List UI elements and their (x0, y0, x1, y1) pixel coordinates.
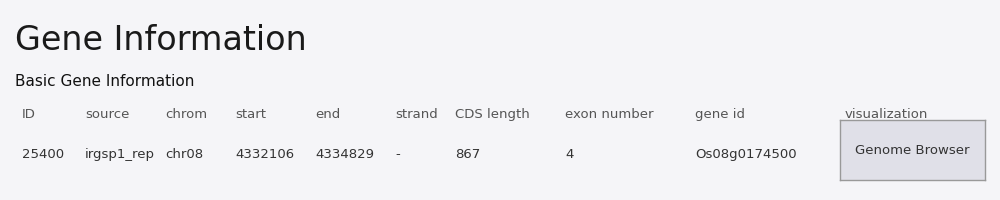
Text: gene id: gene id (695, 108, 745, 121)
Text: irgsp1_rep: irgsp1_rep (85, 148, 155, 161)
Text: -: - (395, 148, 400, 161)
Text: CDS length: CDS length (455, 108, 530, 121)
Text: source: source (85, 108, 129, 121)
Text: strand: strand (395, 108, 438, 121)
Text: exon number: exon number (565, 108, 654, 121)
Text: Gene Information: Gene Information (15, 24, 307, 57)
Text: end: end (315, 108, 340, 121)
Text: start: start (235, 108, 266, 121)
Text: Genome Browser: Genome Browser (855, 144, 970, 156)
Text: 4332106: 4332106 (235, 148, 294, 161)
Text: ID: ID (22, 108, 36, 121)
Text: 25400: 25400 (22, 148, 64, 161)
Text: Basic Gene Information: Basic Gene Information (15, 74, 194, 89)
Text: 867: 867 (455, 148, 480, 161)
Text: chrom: chrom (165, 108, 207, 121)
Text: 4334829: 4334829 (315, 148, 374, 161)
Text: chr08: chr08 (165, 148, 203, 161)
Text: 4: 4 (565, 148, 573, 161)
Text: Os08g0174500: Os08g0174500 (695, 148, 797, 161)
Text: visualization: visualization (845, 108, 928, 121)
